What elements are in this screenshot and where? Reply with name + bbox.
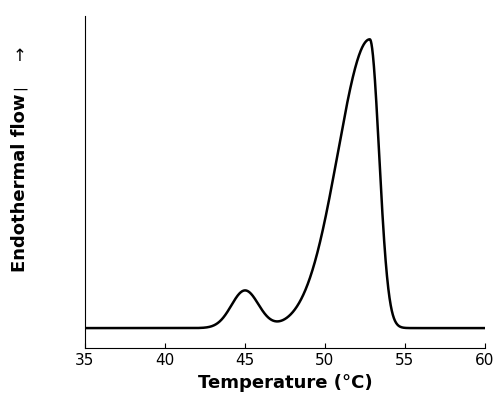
- Text: ↑: ↑: [13, 47, 27, 65]
- Text: —: —: [12, 82, 28, 97]
- Text: Endothermal flow: Endothermal flow: [11, 93, 29, 271]
- X-axis label: Temperature (°C): Temperature (°C): [198, 374, 372, 392]
